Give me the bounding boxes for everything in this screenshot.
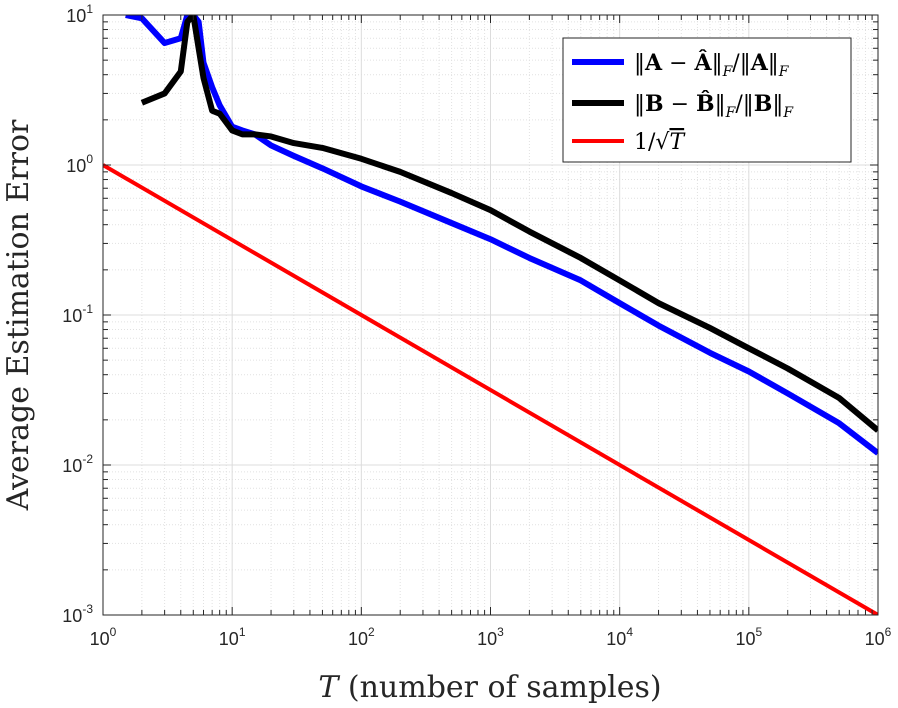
- x-tick-base: 10: [477, 629, 497, 649]
- y-tick-label: 10-3: [62, 602, 93, 626]
- x-tick-base: 10: [219, 629, 239, 649]
- series-line-reference: [103, 163, 878, 615]
- series-layer: [103, 15, 878, 615]
- y-tick-base: 10: [62, 456, 82, 476]
- series-line-a: [125, 15, 878, 456]
- y-tick-base: 10: [62, 606, 82, 626]
- y-tick-exponent: -2: [82, 452, 93, 466]
- x-tick-label: 101: [219, 625, 246, 649]
- axis-ticks: [102, 14, 879, 616]
- y-tick-exponent: 0: [86, 152, 93, 166]
- x-tick-base: 10: [735, 629, 755, 649]
- y-tick-label: 10-1: [62, 302, 93, 326]
- x-tick-label: 105: [735, 625, 762, 649]
- x-tick-exponent: 4: [626, 625, 633, 639]
- x-tick-exponent: 1: [239, 625, 246, 639]
- legend-entry-a: ‖A − Â‖F/‖A‖F: [634, 49, 790, 80]
- y-tick-exponent: 1: [86, 2, 93, 16]
- legend: ‖A − Â‖F/‖A‖F ‖B − B̂‖F/‖B‖F 1/√T: [562, 37, 852, 163]
- y-tick-base: 10: [66, 156, 86, 176]
- y-tick-exponent: -1: [82, 302, 93, 316]
- x-tick-label: 104: [606, 625, 633, 649]
- x-tick-base: 10: [90, 629, 110, 649]
- y-tick-exponent: -3: [82, 602, 93, 616]
- x-tick-base: 10: [865, 629, 885, 649]
- y-tick-label: 101: [66, 2, 93, 26]
- x-axis-title-var: T: [318, 670, 340, 705]
- x-tick-label: 100: [90, 625, 117, 649]
- x-tick-label: 102: [348, 625, 375, 649]
- y-tick-base: 10: [62, 306, 82, 326]
- x-tick-labels: 100 101 102 103 104 105 106: [90, 625, 892, 649]
- x-axis-title: T (number of samples): [318, 670, 661, 705]
- y-tick-label: 10-2: [62, 452, 93, 476]
- x-axis-title-rest: (number of samples): [338, 670, 661, 705]
- x-tick-exponent: 0: [110, 625, 117, 639]
- y-tick-label: 100: [66, 152, 93, 176]
- x-tick-exponent: 6: [885, 625, 892, 639]
- y-tick-base: 10: [66, 6, 86, 26]
- x-tick-exponent: 2: [368, 625, 375, 639]
- x-tick-base: 10: [348, 629, 368, 649]
- x-tick-label: 106: [865, 625, 892, 649]
- legend-entry-c: 1/√T: [634, 130, 686, 155]
- x-tick-label: 103: [477, 625, 504, 649]
- y-axis-title: Average Estimation Error: [1, 119, 36, 511]
- x-tick-exponent: 5: [756, 625, 763, 639]
- legend-entry-b: ‖B − B̂‖F/‖B‖F: [634, 91, 794, 121]
- series-line-b: [140, 15, 878, 433]
- x-tick-exponent: 3: [497, 625, 504, 639]
- x-tick-base: 10: [606, 629, 626, 649]
